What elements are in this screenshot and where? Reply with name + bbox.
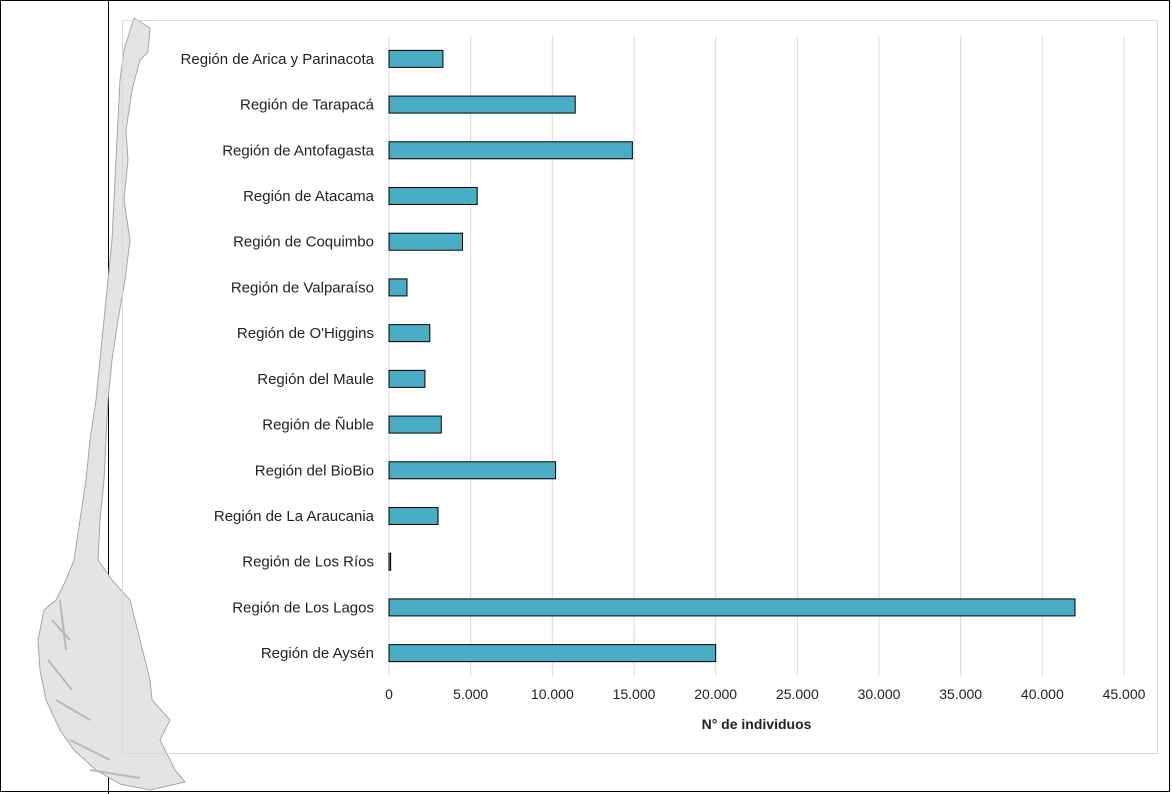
bar-0 [388,49,444,68]
category-label-9: Región del BioBio [255,462,374,479]
bar-10 [388,507,439,525]
category-label-13: Región de Aysén [261,645,374,662]
category-label-1: Región de Tarapacá [240,97,375,114]
gridlines [388,36,1125,676]
category-label-12: Región de Los Lagos [232,599,374,616]
category-label-7: Región del Maule [257,371,374,388]
bar-13 [388,644,717,663]
bar-9 [388,461,557,480]
category-label-5: Región de Valparaíso [231,279,374,296]
category-label-8: Región de Ñuble [262,417,374,434]
x-tick-label-7: 35.000 [939,686,982,702]
x-tick-label-5: 25.000 [776,686,819,702]
chile-map-icon [37,17,186,791]
bar-8 [388,415,442,434]
x-tick-label-9: 45.000 [1103,686,1146,702]
category-label-4: Región de Coquimbo [233,234,374,251]
category-labels: Región de Arica y Parinacota Región de Ta… [181,51,375,662]
category-label-2: Región de Antofagasta [222,142,374,159]
x-tick-label-4: 20.000 [694,686,737,702]
category-label-6: Región de O'Higgins [237,325,374,342]
x-tick-label-8: 40.000 [1021,686,1064,702]
bar-4 [388,232,463,251]
x-tick-label-6: 30.000 [858,686,901,702]
category-label-10: Región de La Araucania [214,508,375,525]
x-tick-labels: 0 5.000 10.000 15.000 20.000 25.000 30.000 35.0… [385,686,1146,702]
category-label-0: Región de Arica y Parinacota [181,51,375,68]
x-tick-label-1: 5.000 [453,686,488,702]
bar-5 [388,278,408,297]
bar-12 [388,598,1076,617]
bar-3 [388,187,478,205]
bar-11 [388,552,392,571]
x-tick-label-0: 0 [385,686,393,702]
category-label-11: Región de Los Ríos [242,554,374,571]
bar-7 [388,369,426,388]
bar-2 [388,141,633,160]
category-label-3: Región de Atacama [243,188,375,205]
x-axis-title: N° de individuos [702,716,812,732]
x-tick-label-2: 10.000 [531,686,574,702]
bar-6 [388,324,431,343]
x-tick-label-3: 15.000 [613,686,656,702]
chart-panel [122,20,1158,754]
bar-1 [388,95,576,114]
bars [388,49,1076,663]
